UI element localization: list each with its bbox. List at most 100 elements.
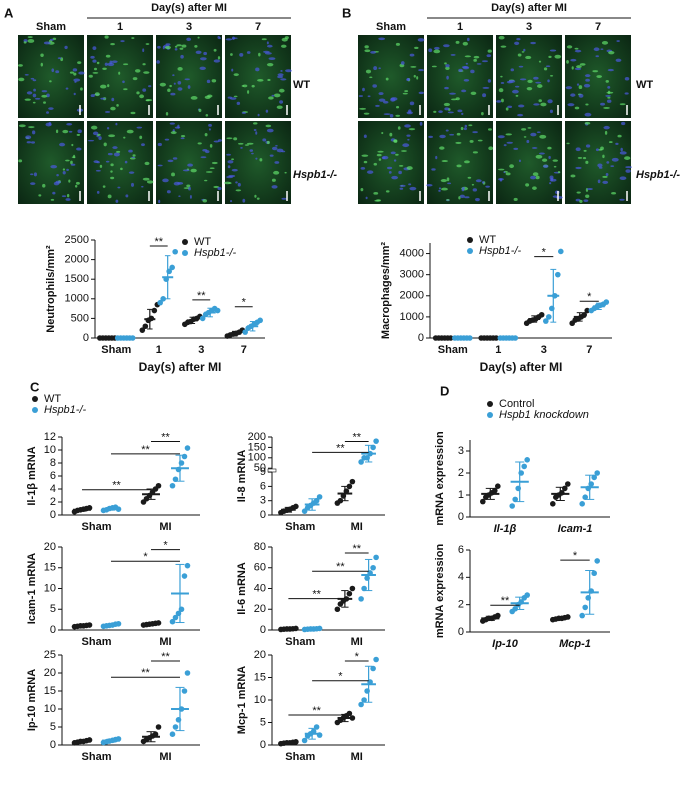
cell-stain [276, 105, 283, 109]
cell-stain [158, 199, 161, 204]
cell-stain [359, 107, 367, 110]
cell-stain [48, 121, 52, 126]
legend-label: Hspb1-/- [44, 404, 87, 416]
cell-stain [540, 102, 547, 107]
data-point [184, 562, 191, 569]
cell-stain [198, 108, 202, 113]
data-point [594, 558, 600, 564]
cell-stain [66, 122, 73, 126]
y-tick-label: 1000 [400, 311, 424, 323]
cell-stain [28, 126, 35, 129]
cell-stain [523, 136, 527, 138]
data-point [181, 453, 188, 460]
cell-stain [257, 113, 260, 117]
cell-stain [451, 98, 457, 101]
y-tick-label: 10 [44, 582, 56, 594]
cell-stain [519, 78, 527, 81]
cell-stain [481, 181, 485, 184]
cell-stain [164, 45, 171, 50]
data-point [373, 656, 379, 663]
cell-stain [512, 89, 519, 94]
cell-stain [444, 62, 447, 65]
cell-stain [145, 99, 153, 102]
data-point [155, 482, 162, 489]
data-point [492, 487, 498, 494]
cell-stain [625, 169, 631, 173]
cell-stain [74, 80, 77, 83]
cell-stain [62, 129, 69, 134]
sig-label: ** [141, 667, 150, 679]
cell-stain [395, 153, 399, 156]
cell-stain [235, 189, 242, 192]
row-label: Hspb1-/- [636, 169, 680, 181]
cell-stain [112, 146, 118, 149]
cell-stain [284, 171, 287, 174]
cell-stain [266, 140, 270, 145]
cell-stain [281, 197, 287, 200]
data-point [579, 501, 585, 507]
cell-stain [61, 195, 67, 198]
cell-stain [462, 66, 470, 70]
cell-stain [455, 141, 462, 144]
cell-stain [460, 126, 464, 131]
cell-stain [169, 122, 175, 125]
cell-stain [249, 149, 254, 152]
cell-stain [251, 152, 254, 155]
cell-stain [265, 109, 269, 113]
x-tick-label: Sham [285, 751, 315, 763]
legend-marker [487, 412, 493, 418]
cell-stain [470, 91, 477, 95]
cell-stain [102, 185, 106, 188]
data-point [524, 592, 530, 598]
cell-stain [142, 88, 147, 92]
cell-stain [205, 171, 213, 173]
cell-stain [217, 35, 220, 39]
cell-stain [578, 93, 584, 98]
cell-stain [459, 194, 465, 198]
data-point [155, 724, 162, 730]
cell-stain [600, 102, 606, 106]
cell-stain [247, 90, 250, 94]
sig-label: * [355, 651, 360, 663]
cell-stain [159, 82, 166, 87]
cell-stain [624, 76, 630, 81]
cell-stain [113, 152, 120, 157]
cell-stain [585, 160, 589, 164]
cell-stain [408, 183, 412, 186]
cell-stain [467, 176, 472, 179]
cell-stain [203, 51, 208, 56]
cell-stain [110, 176, 115, 180]
cell-stain [94, 92, 100, 97]
cell-stain [246, 142, 254, 145]
cell-stain [535, 175, 540, 180]
cell-stain [566, 59, 569, 64]
cell-stain [500, 45, 507, 48]
cell-stain [579, 199, 583, 203]
cell-stain [523, 48, 526, 52]
cell-stain [402, 143, 410, 148]
cell-stain [455, 40, 460, 44]
cell-stain [465, 62, 468, 65]
cell-stain [417, 38, 425, 42]
cell-stain [142, 177, 150, 181]
cell-stain [43, 101, 46, 104]
cell-stain [398, 170, 402, 175]
cell-stain [73, 78, 81, 82]
y-tick-label: 100 [248, 452, 266, 464]
cell-stain [438, 110, 443, 113]
data-point [157, 299, 163, 306]
cell-stain [574, 49, 582, 53]
cell-stain [280, 78, 287, 81]
sig-label: ** [154, 236, 163, 248]
cell-stain [518, 65, 524, 68]
cell-stain [253, 128, 257, 132]
y-tick-label: 8 [50, 457, 56, 469]
cell-stain [447, 111, 454, 114]
y-tick-label: 20 [254, 603, 266, 615]
data-point [521, 463, 527, 470]
cell-stain [169, 84, 172, 88]
cell-stain [363, 160, 368, 164]
y-tick-label: 4000 [400, 247, 424, 259]
cell-stain [228, 182, 232, 184]
cell-stain [213, 48, 217, 52]
